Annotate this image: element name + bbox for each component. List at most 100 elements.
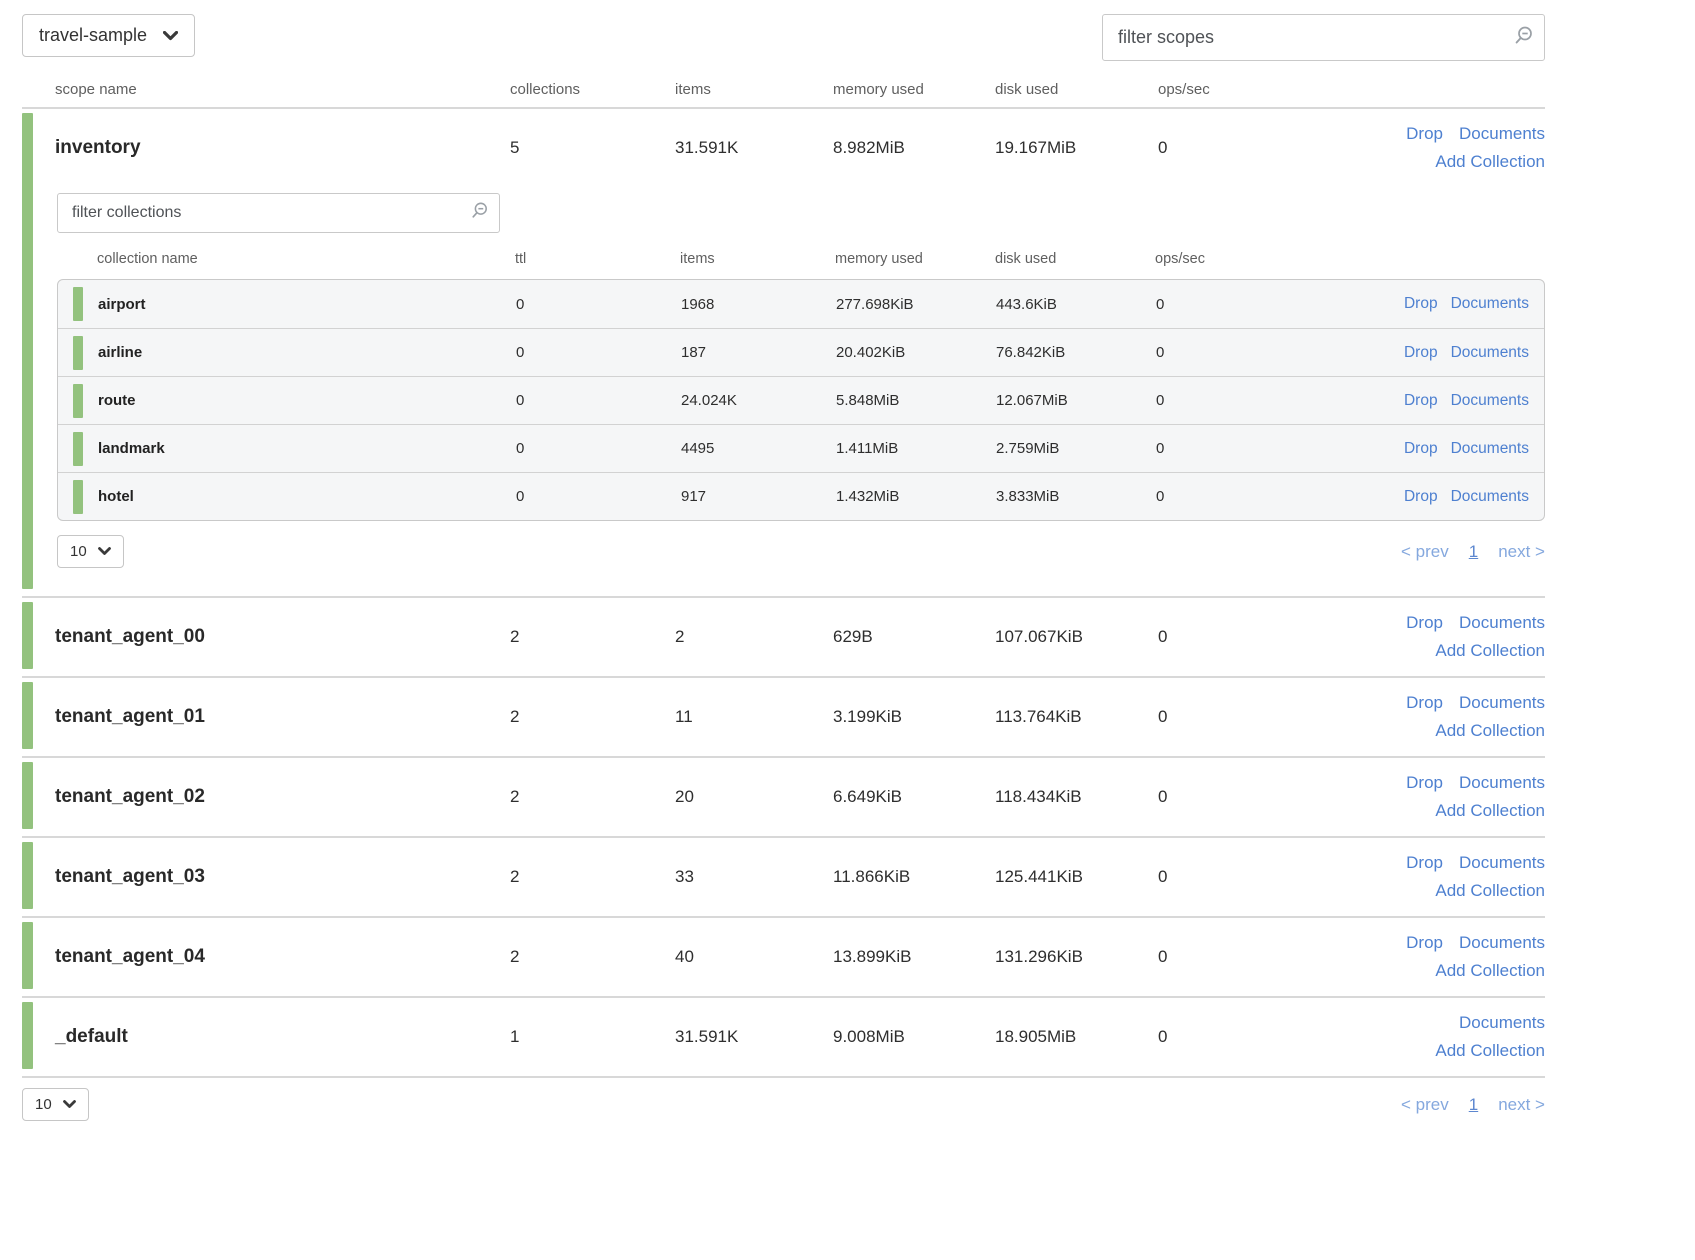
drop-collection-link[interactable]: Drop xyxy=(1403,391,1438,409)
documents-link[interactable]: Documents xyxy=(1450,343,1529,361)
scope-items: 33 xyxy=(675,867,694,886)
scope-items: 31.591K xyxy=(675,138,739,157)
page-size-select[interactable]: 10 xyxy=(22,1088,89,1121)
collection-row-landmark: landmark 0 4495 1.411MiB 2.759MiB 0 Drop… xyxy=(58,424,1544,472)
collection-items: 4495 xyxy=(681,440,715,457)
collection-memory-used: 277.698KiB xyxy=(836,295,914,313)
collection-memory-used: 5.848MiB xyxy=(836,392,900,409)
scope-filter xyxy=(1102,14,1545,61)
pagination: < prev 1 next > xyxy=(1401,1095,1545,1115)
header-items: items xyxy=(680,251,715,267)
page-number-link[interactable]: 1 xyxy=(1468,541,1479,561)
collection-actions: Drop Documents xyxy=(1261,440,1529,458)
documents-link[interactable]: Documents xyxy=(1459,693,1545,712)
drop-scope-link[interactable]: Drop xyxy=(1406,613,1444,632)
collection-actions: Drop Documents xyxy=(1261,295,1529,313)
documents-link[interactable]: Documents xyxy=(1450,439,1529,457)
drop-collection-link[interactable]: Drop xyxy=(1403,439,1438,457)
scope-filter-input[interactable] xyxy=(1102,14,1545,61)
scope-items: 20 xyxy=(675,787,694,806)
page-number-link[interactable]: 1 xyxy=(1468,1094,1479,1114)
prev-page-link[interactable]: < prev xyxy=(1401,1094,1449,1114)
add-collection-link[interactable]: Add Collection xyxy=(1435,641,1545,660)
scope-collections-count: 2 xyxy=(510,947,520,966)
scope-row-default[interactable]: _default 1 31.591K 9.008MiB 18.905MiB 0 … xyxy=(55,998,1545,1076)
scope-items: 11 xyxy=(675,707,693,726)
page-size-select[interactable]: 10 xyxy=(57,535,124,568)
documents-link[interactable]: Documents xyxy=(1459,613,1545,632)
chevron-down-icon xyxy=(162,25,179,46)
collection-filter-input[interactable] xyxy=(57,193,500,233)
scope-ops-sec: 0 xyxy=(1158,138,1168,157)
collection-name: hotel xyxy=(98,488,134,505)
pagination: < prev 1 next > xyxy=(1401,542,1545,562)
scope-row-tenant-agent-00[interactable]: tenant_agent_00 2 2 629B 107.067KiB 0 Dr… xyxy=(55,598,1545,676)
add-collection-link[interactable]: Add Collection xyxy=(1435,152,1545,171)
scope-actions: Drop Documents Add Collection xyxy=(1263,120,1545,176)
collection-ops-sec: 0 xyxy=(1156,488,1165,505)
drop-scope-link[interactable]: Drop xyxy=(1406,933,1444,952)
scope-section-tenant-agent-01: tenant_agent_01 2 11 3.199KiB 113.764KiB… xyxy=(22,678,1545,758)
documents-link[interactable]: Documents xyxy=(1459,853,1545,872)
scope-row-tenant-agent-01[interactable]: tenant_agent_01 2 11 3.199KiB 113.764KiB… xyxy=(55,678,1545,756)
collection-row-hotel: hotel 0 917 1.432MiB 3.833MiB 0 Drop Doc… xyxy=(58,472,1544,520)
collection-memory-used: 1.432MiB xyxy=(836,488,900,505)
collection-ttl: 0 xyxy=(516,488,525,505)
add-collection-link[interactable]: Add Collection xyxy=(1435,961,1545,980)
drop-scope-link[interactable]: Drop xyxy=(1406,853,1444,872)
scope-disk-used: 107.067KiB xyxy=(995,627,1083,646)
collection-actions: Drop Documents xyxy=(1261,344,1529,362)
documents-link[interactable]: Documents xyxy=(1459,124,1545,143)
scope-disk-used: 113.764KiB xyxy=(995,707,1082,726)
bucket-select[interactable]: travel-sample xyxy=(22,14,196,57)
documents-link[interactable]: Documents xyxy=(1450,391,1529,409)
collection-items: 24.024K xyxy=(681,392,737,409)
add-collection-link[interactable]: Add Collection xyxy=(1435,721,1545,740)
documents-link[interactable]: Documents xyxy=(1450,295,1529,312)
scope-actions: Drop Documents Add Collection xyxy=(1263,769,1545,825)
scope-actions: Drop Documents Add Collection xyxy=(1263,929,1545,985)
documents-link[interactable]: Documents xyxy=(1459,933,1545,952)
add-collection-link[interactable]: Add Collection xyxy=(1435,1041,1545,1060)
collection-actions: Drop Documents xyxy=(1261,392,1529,410)
scope-collections-count: 2 xyxy=(510,787,520,806)
collection-color-bar xyxy=(73,287,83,321)
scope-memory-used: 13.899KiB xyxy=(833,947,912,966)
scope-disk-used: 118.434KiB xyxy=(995,787,1082,806)
scope-section-inventory: inventory 5 31.591K 8.982MiB 19.167MiB 0… xyxy=(22,109,1545,598)
next-page-link[interactable]: next > xyxy=(1498,1094,1545,1114)
scope-row-tenant-agent-02[interactable]: tenant_agent_02 2 20 6.649KiB 118.434KiB… xyxy=(55,758,1545,836)
scope-ops-sec: 0 xyxy=(1158,947,1168,966)
collection-color-bar xyxy=(73,383,83,418)
add-collection-link[interactable]: Add Collection xyxy=(1435,801,1545,820)
add-collection-link[interactable]: Add Collection xyxy=(1435,881,1545,900)
scope-ops-sec: 0 xyxy=(1158,1027,1168,1046)
scope-memory-used: 9.008MiB xyxy=(833,1027,905,1046)
documents-link[interactable]: Documents xyxy=(1459,773,1545,792)
scope-collections-count: 5 xyxy=(510,138,520,157)
scope-row-tenant-agent-03[interactable]: tenant_agent_03 2 33 11.866KiB 125.441Ki… xyxy=(55,838,1545,916)
scope-row-tenant-agent-04[interactable]: tenant_agent_04 2 40 13.899KiB 131.296Ki… xyxy=(55,918,1545,996)
drop-scope-link[interactable]: Drop xyxy=(1406,124,1444,143)
scope-items: 31.591K xyxy=(675,1027,739,1046)
drop-collection-link[interactable]: Drop xyxy=(1403,487,1438,505)
drop-collection-link[interactable]: Drop xyxy=(1403,343,1438,361)
documents-link[interactable]: Documents xyxy=(1459,1013,1545,1032)
chevron-down-icon xyxy=(62,1096,76,1113)
collection-ttl: 0 xyxy=(516,344,525,361)
collection-filter xyxy=(57,193,500,233)
drop-collection-link[interactable]: Drop xyxy=(1403,295,1438,312)
drop-scope-link[interactable]: Drop xyxy=(1406,773,1444,792)
prev-page-link[interactable]: < prev xyxy=(1401,541,1449,561)
scope-actions: Drop Documents Add Collection xyxy=(1263,609,1545,665)
collection-color-bar xyxy=(73,479,83,514)
scope-items: 40 xyxy=(675,947,694,966)
drop-scope-link[interactable]: Drop xyxy=(1406,693,1444,712)
scope-row-inventory[interactable]: inventory 5 31.591K 8.982MiB 19.167MiB 0… xyxy=(55,109,1545,187)
scope-ops-sec: 0 xyxy=(1158,627,1168,646)
next-page-link[interactable]: next > xyxy=(1498,541,1545,561)
header-scope-name: scope name xyxy=(55,81,137,98)
collection-table: airport 0 1968 277.698KiB 443.6KiB 0 Dro… xyxy=(57,279,1545,521)
collection-items: 187 xyxy=(681,344,707,361)
documents-link[interactable]: Documents xyxy=(1450,487,1529,505)
